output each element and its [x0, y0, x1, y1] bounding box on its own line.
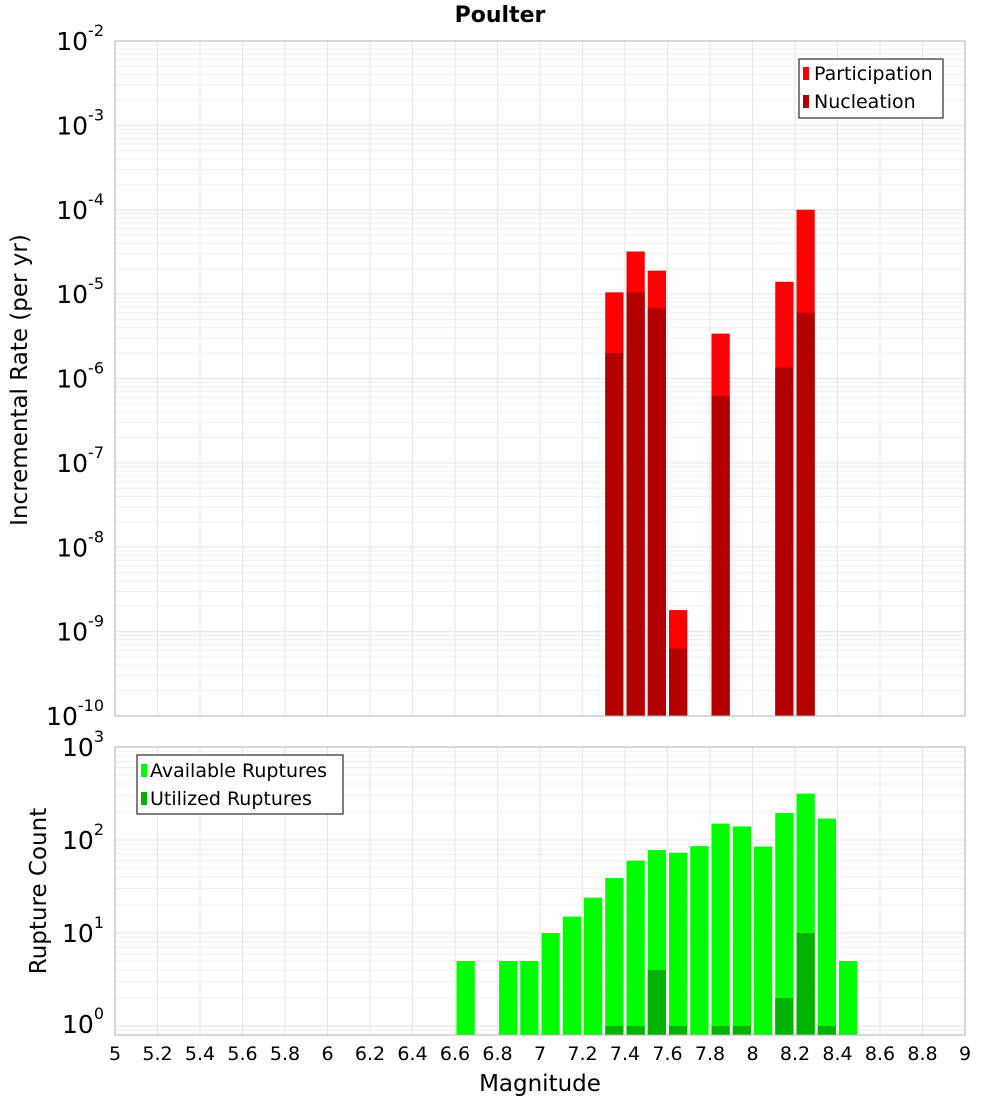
y-tick-label: 10-3 — [56, 105, 104, 140]
bar-available-ruptures — [754, 846, 773, 1035]
bar-available-ruptures — [520, 960, 539, 1035]
bar-available-ruptures — [669, 852, 688, 1035]
bottom-plot-frame — [114, 746, 966, 1036]
bar-utilized-ruptures — [669, 1025, 688, 1035]
y-tick-label: 10-6 — [56, 359, 104, 394]
x-tick-label: 7 — [534, 1043, 546, 1065]
y-tick-label: 103 — [62, 727, 104, 762]
y-tick-label: 101 — [62, 913, 104, 948]
x-tick-label: 5 — [109, 1043, 121, 1065]
legend-swatch-utilized — [141, 792, 147, 805]
bar-utilized-ruptures — [796, 932, 815, 1035]
top-plot-grid — [114, 41, 966, 717]
y-tick-label: 10-9 — [56, 612, 104, 647]
top-y-axis-label: Incremental Rate (per yr) — [7, 234, 33, 526]
x-tick-label: 7.4 — [610, 1043, 640, 1065]
x-tick-label: 7.6 — [652, 1043, 682, 1065]
bar-nucleation — [711, 396, 730, 716]
bar-available-ruptures — [499, 960, 518, 1035]
x-axis-label: Magnitude — [479, 1071, 601, 1097]
y-tick-label: 10-10 — [46, 696, 104, 731]
bar-available-ruptures — [711, 823, 730, 1035]
x-tick-label: 8.8 — [907, 1043, 937, 1065]
y-tick-label: 10-7 — [56, 443, 104, 478]
legend-label-nucleation: Nucleation — [814, 91, 916, 113]
y-tick-label: 100 — [62, 1004, 104, 1039]
x-tick-label: 5.6 — [227, 1043, 257, 1065]
bar-nucleation — [669, 648, 688, 716]
bar-available-ruptures — [775, 813, 794, 1035]
y-tick-label: 10-2 — [56, 21, 104, 56]
bar-nucleation — [796, 312, 815, 716]
legend-label-participation: Participation — [814, 63, 933, 85]
x-tick-label: 5.4 — [185, 1043, 215, 1065]
bar-utilized-ruptures — [711, 1025, 730, 1035]
legend-swatch-nucleation — [803, 95, 809, 108]
bar-available-ruptures — [732, 826, 751, 1035]
x-tick-label: 5.8 — [270, 1043, 300, 1065]
bottom-plot-bars — [456, 793, 858, 1035]
x-axis-ticks: 5 5.2 5.4 5.6 5.8 6 6.2 6.4 6.6 6.8 7 7.2 7.4 7.6 7.8 8… — [109, 1043, 971, 1065]
top-plot-bars — [605, 209, 815, 716]
x-tick-label: 7.2 — [567, 1043, 597, 1065]
bar-utilized-ruptures — [732, 1025, 751, 1035]
x-tick-label: 8.4 — [822, 1043, 852, 1065]
top-legend: Participation Nucleation — [798, 58, 944, 119]
bar-utilized-ruptures — [626, 1025, 645, 1035]
bar-utilized-ruptures — [775, 997, 794, 1035]
y-tick-label: 10-5 — [56, 274, 104, 309]
x-tick-label: 6.4 — [397, 1043, 427, 1065]
x-tick-label: 7.8 — [695, 1043, 725, 1065]
bar-available-ruptures — [839, 960, 858, 1035]
bar-utilized-ruptures — [647, 969, 666, 1035]
x-tick-label: 6 — [321, 1043, 333, 1065]
x-tick-label: 6.2 — [355, 1043, 385, 1065]
bar-nucleation — [775, 367, 794, 716]
legend-label-utilized: Utilized Ruptures — [150, 788, 312, 810]
bar-nucleation — [605, 353, 624, 716]
bottom-y-axis-label: Rupture Count — [26, 808, 52, 974]
top-plot-frame — [114, 40, 966, 717]
bar-utilized-ruptures — [817, 1025, 836, 1035]
bottom-y-axis-ticks: 100 101 102 103 — [62, 727, 104, 1039]
bar-available-ruptures — [817, 818, 836, 1035]
legend-swatch-participation — [803, 67, 809, 80]
x-tick-label: 6.8 — [482, 1043, 512, 1065]
x-tick-label: 9 — [959, 1043, 971, 1065]
bar-nucleation — [626, 292, 645, 716]
top-y-axis-ticks: 10-10 10-9 10-8 10-7 10-6 10-5 10-4 10-3 10-2 — [46, 21, 104, 731]
bar-available-ruptures — [456, 960, 475, 1035]
bar-available-ruptures — [626, 860, 645, 1035]
bar-available-ruptures — [690, 846, 709, 1035]
chart-title: Poulter — [455, 3, 546, 28]
bar-available-ruptures — [562, 916, 581, 1035]
legend-label-available: Available Ruptures — [150, 760, 327, 782]
y-tick-label: 10-4 — [56, 190, 104, 225]
bar-available-ruptures — [541, 932, 560, 1035]
x-tick-label: 5.2 — [142, 1043, 172, 1065]
bar-nucleation — [647, 308, 666, 716]
top-legend-box — [798, 58, 944, 119]
legend-swatch-available — [141, 764, 147, 777]
x-tick-label: 8 — [746, 1043, 758, 1065]
x-tick-label: 8.6 — [865, 1043, 895, 1065]
bottom-legend-box — [136, 754, 344, 815]
y-tick-label: 102 — [62, 820, 104, 855]
bar-utilized-ruptures — [605, 1025, 624, 1035]
bottom-legend: Available Ruptures Utilized Ruptures — [136, 754, 344, 815]
x-tick-label: 8.2 — [780, 1043, 810, 1065]
x-tick-label: 6.6 — [440, 1043, 470, 1065]
bar-available-ruptures — [584, 897, 603, 1035]
bar-available-ruptures — [605, 878, 624, 1035]
y-tick-label: 10-8 — [56, 527, 104, 562]
